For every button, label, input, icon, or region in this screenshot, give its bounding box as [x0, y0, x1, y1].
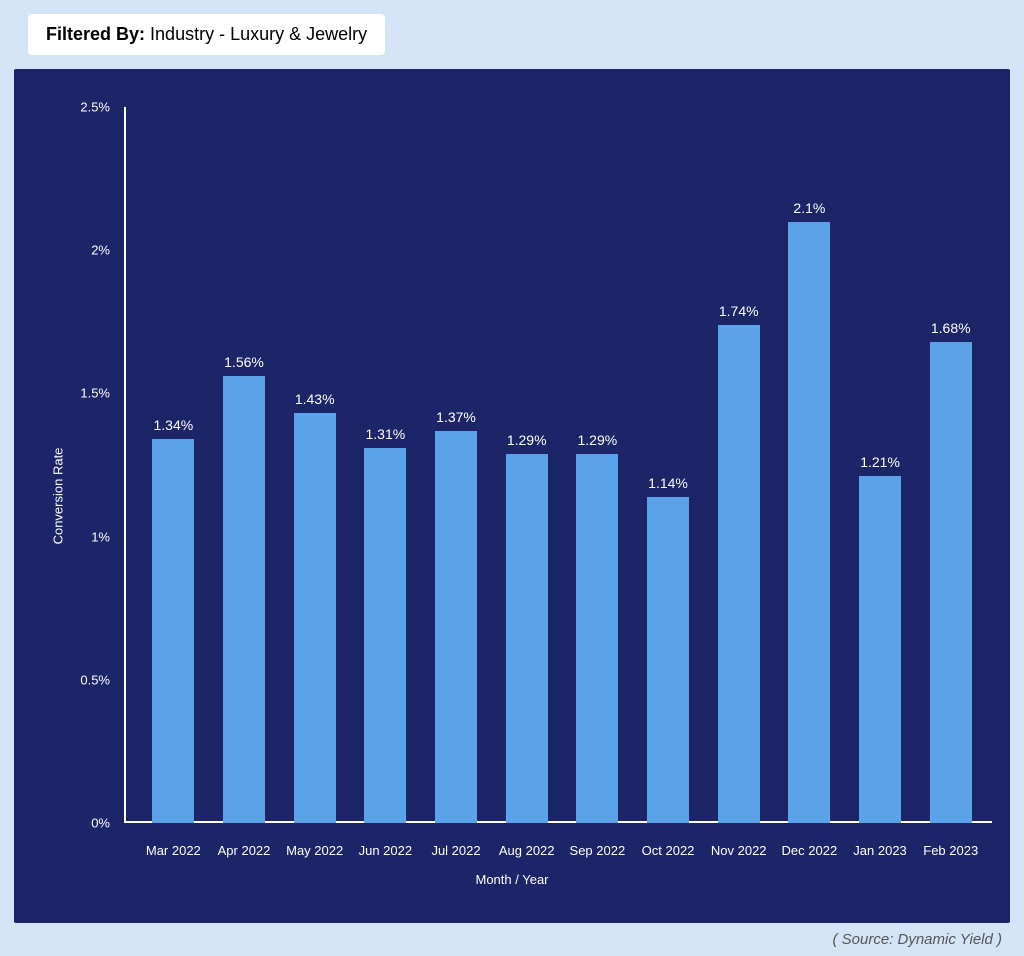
bar-category-label: Aug 2022 — [499, 843, 555, 858]
y-tick-label: 0.5% — [80, 672, 110, 687]
bar: 1.29% — [506, 454, 548, 823]
bar-slot: 1.21%Jan 2023 — [845, 107, 916, 823]
bar-category-label: Jun 2022 — [359, 843, 413, 858]
y-tick-label: 1% — [91, 529, 110, 544]
bar-value-label: 1.14% — [648, 475, 688, 491]
bar: 1.21% — [859, 476, 901, 823]
plot-area: 0%0.5%1%1.5%2%2.5% 1.34%Mar 20221.56%Apr… — [124, 107, 992, 823]
y-tick-label: 1.5% — [80, 386, 110, 401]
bar-category-label: Feb 2023 — [923, 843, 978, 858]
y-tick-label: 0% — [91, 816, 110, 831]
bars-container: 1.34%Mar 20221.56%Apr 20221.43%May 20221… — [138, 107, 986, 823]
bar: 1.31% — [364, 448, 406, 823]
bar-category-label: Jul 2022 — [431, 843, 480, 858]
bar: 2.1% — [788, 222, 830, 823]
bar: 1.68% — [930, 342, 972, 823]
bar-value-label: 1.31% — [365, 426, 405, 442]
bar-value-label: 1.29% — [578, 432, 618, 448]
bar-value-label: 1.34% — [153, 417, 193, 433]
bar-slot: 1.31%Jun 2022 — [350, 107, 421, 823]
y-tick-label: 2.5% — [80, 100, 110, 115]
bar-value-label: 1.56% — [224, 354, 264, 370]
bar: 1.56% — [223, 376, 265, 823]
source-attribution: ( Source: Dynamic Yield ) — [14, 923, 1010, 948]
bar-category-label: Jan 2023 — [853, 843, 907, 858]
bar: 1.29% — [576, 454, 618, 823]
y-axis-title: Conversion Rate — [51, 448, 66, 545]
bar: 1.43% — [294, 413, 336, 823]
bar-slot: 1.37%Jul 2022 — [421, 107, 492, 823]
bar: 1.37% — [435, 431, 477, 823]
bar-value-label: 1.21% — [860, 454, 900, 470]
page-frame: Filtered By: Industry - Luxury & Jewelry… — [0, 0, 1024, 956]
y-tick-label: 2% — [91, 243, 110, 258]
bar-slot: 1.43%May 2022 — [279, 107, 350, 823]
bar-slot: 2.1%Dec 2022 — [774, 107, 845, 823]
bar-category-label: Mar 2022 — [146, 843, 201, 858]
bar-slot: 1.14%Oct 2022 — [633, 107, 704, 823]
chart-panel: Conversion Rate 0% 0.5% 1% 1.5% 2% 2.5% 1.34%… — [14, 69, 1010, 923]
bar-category-label: May 2022 — [286, 843, 343, 858]
bar-value-label: 1.37% — [436, 409, 476, 425]
filter-value: Industry - Luxury & Jewelry — [150, 24, 367, 44]
bar-value-label: 2.1% — [793, 200, 825, 216]
filter-label: Filtered By: — [46, 24, 145, 44]
bar: 1.34% — [152, 439, 194, 823]
bar-category-label: Apr 2022 — [218, 843, 271, 858]
x-axis-title: Month / Year — [476, 872, 549, 887]
bar-slot: 1.29%Sep 2022 — [562, 107, 633, 823]
bar: 1.74% — [718, 325, 760, 823]
y-axis-line — [124, 107, 126, 823]
bar-value-label: 1.74% — [719, 303, 759, 319]
bar-value-label: 1.29% — [507, 432, 547, 448]
bar-category-label: Oct 2022 — [642, 843, 695, 858]
bar-value-label: 1.68% — [931, 320, 971, 336]
bar-slot: 1.56%Apr 2022 — [209, 107, 280, 823]
bar-slot: 1.74%Nov 2022 — [703, 107, 774, 823]
bar: 1.14% — [647, 497, 689, 823]
bar-slot: 1.34%Mar 2022 — [138, 107, 209, 823]
filter-pill: Filtered By: Industry - Luxury & Jewelry — [28, 14, 385, 55]
bar-slot: 1.68%Feb 2023 — [915, 107, 986, 823]
bar-category-label: Nov 2022 — [711, 843, 767, 858]
bar-value-label: 1.43% — [295, 391, 335, 407]
bar-slot: 1.29%Aug 2022 — [491, 107, 562, 823]
bar-category-label: Dec 2022 — [782, 843, 838, 858]
bar-category-label: Sep 2022 — [570, 843, 626, 858]
